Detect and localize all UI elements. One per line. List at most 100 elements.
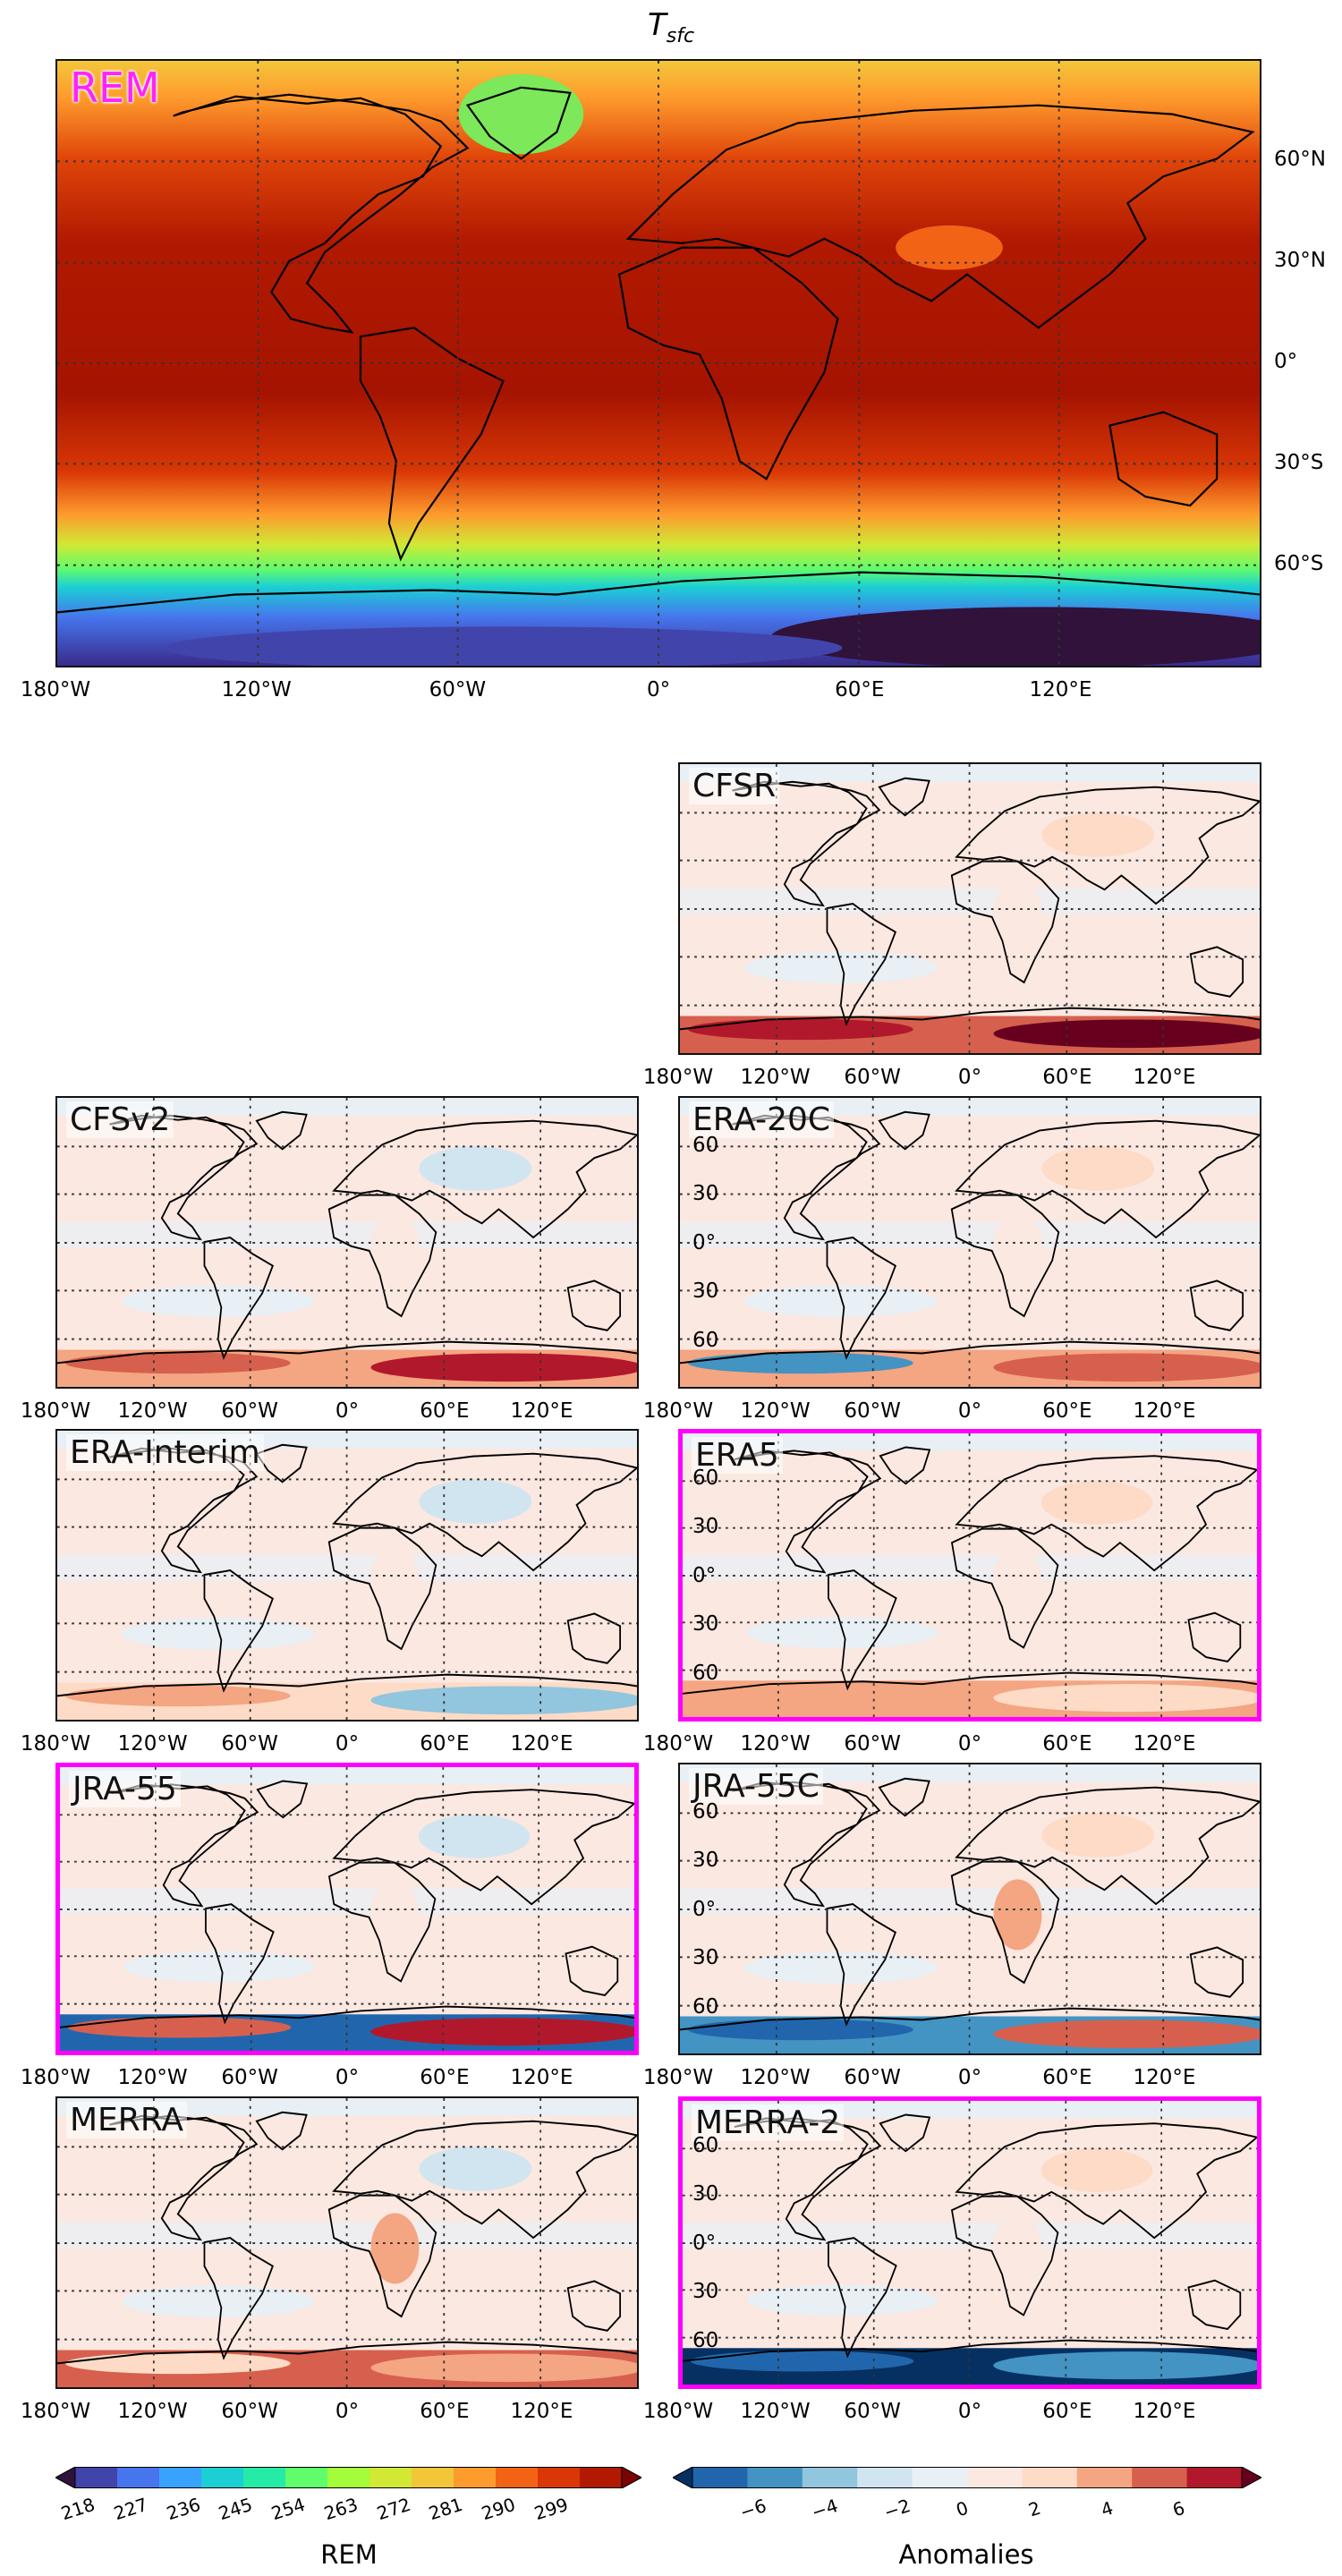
main-lat-tick-label: 30°S — [1274, 451, 1324, 474]
lat-tick-label: 30 — [692, 1612, 719, 1637]
lon-tick-label: 180°W — [20, 1732, 91, 1756]
colorbar-segment — [912, 2467, 968, 2488]
lat-tick-label: 30 — [692, 2280, 719, 2304]
lon-tick-label: 0° — [335, 2066, 360, 2089]
lon-tick-label: 0° — [335, 2400, 360, 2423]
lat-tick-label: 60 — [692, 1799, 719, 1824]
rem-colorbar-tick: 299 — [531, 2493, 571, 2525]
lat-tick-label: 60 — [692, 2329, 719, 2353]
colorbar-segment — [692, 2467, 748, 2488]
panel-jra-55: JRA-55 — [55, 1763, 639, 2055]
anomaly-map-canvas — [60, 1767, 634, 2051]
colorbar-segment — [1076, 2467, 1133, 2488]
anomalies-colorbar-tick: −4 — [809, 2495, 841, 2523]
rem-colorbar-tick: 245 — [216, 2493, 256, 2525]
panel-era-20c: ERA-20C — [678, 1096, 1261, 1389]
anomalies-colorbar-tick: 4 — [1098, 2496, 1116, 2521]
lon-tick-label: 0° — [957, 1399, 982, 1423]
lon-tick-label: 60°E — [420, 2066, 470, 2089]
colorbar-extend-low — [55, 2467, 76, 2488]
anomalies-colorbar-tick: 6 — [1169, 2496, 1188, 2521]
lon-tick-label: 0° — [957, 1066, 982, 1089]
rem-colorbar-tick: 290 — [479, 2493, 518, 2525]
colorbar-segment — [454, 2467, 497, 2488]
panel-cfsr: CFSR — [678, 762, 1261, 1055]
lon-tick-label: 180°W — [20, 2066, 91, 2089]
lat-tick-label: 30 — [692, 1279, 719, 1304]
colorbar-extend-high — [621, 2467, 641, 2488]
anomaly-map-canvas — [683, 2101, 1257, 2385]
main-lon-tick-label: 60°W — [429, 678, 487, 701]
anomalies-colorbar-tick: −2 — [881, 2495, 913, 2523]
panel-label: JRA-55 — [69, 1771, 181, 1808]
lon-tick-label: 0° — [335, 1732, 360, 1756]
lon-tick-label: 180°W — [642, 2400, 714, 2423]
rem-map-panel: REM — [55, 59, 1261, 667]
panel-era5: ERA5 — [678, 1429, 1261, 1722]
rem-colorbar-tick: 236 — [163, 2493, 203, 2525]
colorbar-segment — [159, 2467, 202, 2488]
colorbar-segment — [327, 2467, 370, 2488]
lon-tick-label: 0° — [957, 2400, 982, 2423]
panel-cfsv2: CFSv2 — [55, 1096, 639, 1389]
lon-tick-label: 60°W — [221, 1732, 278, 1756]
colorbar-segment — [967, 2467, 1023, 2488]
rem-panel-label: REM — [70, 64, 160, 112]
anomaly-map-canvas — [57, 1431, 637, 1720]
lat-tick-label: 0° — [692, 1563, 717, 1587]
colorbar-segment — [243, 2467, 286, 2488]
anomalies-colorbar-label: Anomalies — [898, 2539, 1034, 2570]
panel-merra-2: MERRA-2 — [678, 2096, 1261, 2389]
greenland-coast — [465, 86, 572, 160]
lon-tick-label: 60°W — [844, 1399, 901, 1423]
africa-coast — [617, 246, 839, 480]
main-lon-tick-label: 120°W — [221, 678, 292, 701]
main-lon-tick-label: 60°E — [835, 678, 885, 701]
colorbar-segment — [1186, 2467, 1243, 2488]
anomaly-map-canvas — [57, 2098, 637, 2387]
anomalies-colorbar-tick: −6 — [736, 2495, 769, 2523]
lon-tick-label: 120°W — [117, 1399, 188, 1423]
colorbar-segment — [369, 2467, 412, 2488]
lon-tick-label: 120°W — [740, 2066, 811, 2089]
rem-colorbar-label: REM — [320, 2539, 378, 2570]
panel-label: CFSv2 — [66, 1101, 174, 1139]
panel-label: CFSR — [689, 768, 780, 805]
panel-label: JRA-55C — [689, 1768, 823, 1806]
panel-label: ERA5 — [692, 1437, 783, 1475]
antarctic-interior — [770, 607, 1260, 666]
rem-colorbar-tick: 254 — [268, 2493, 308, 2525]
north-america-coast — [173, 93, 470, 334]
lon-tick-label: 120°W — [117, 2400, 188, 2423]
anomalies-colorbar-tick: 2 — [1025, 2496, 1043, 2521]
lon-tick-label: 120°W — [117, 2066, 188, 2089]
colorbar-segment — [1022, 2467, 1078, 2488]
lon-tick-label: 60°E — [420, 2400, 470, 2423]
lat-tick-label: 60 — [692, 1466, 719, 1490]
lat-tick-label: 60 — [692, 1133, 719, 1157]
colorbar-segment — [412, 2467, 454, 2488]
rem-colorbar-tick: 272 — [373, 2493, 413, 2525]
lat-tick-label: 60 — [692, 1329, 719, 1353]
colorbar-segment — [747, 2467, 803, 2488]
colorbar-svg — [673, 2467, 1261, 2488]
colorbar-segment — [580, 2467, 623, 2488]
lon-tick-label: 60°E — [1042, 1066, 1092, 1089]
lat-tick-label: 0° — [692, 1230, 717, 1254]
lon-tick-label: 120°E — [1133, 1732, 1196, 1756]
rem-map-canvas — [57, 61, 1260, 666]
lon-tick-label: 120°E — [1133, 2400, 1196, 2423]
colorbar-segment — [285, 2467, 328, 2488]
lon-tick-label: 60°E — [1042, 2066, 1092, 2089]
greenland-cold-region — [458, 73, 584, 155]
lon-tick-label: 120°W — [740, 2400, 811, 2423]
colorbar-extend-low — [673, 2467, 693, 2488]
lon-tick-label: 120°W — [740, 1732, 811, 1756]
colorbar-segment — [496, 2467, 539, 2488]
main-lat-tick-label: 30°N — [1274, 249, 1326, 272]
australia-coast — [1108, 411, 1219, 507]
anomalies-colorbar — [673, 2467, 1261, 2488]
rem-colorbar — [55, 2467, 641, 2488]
lon-tick-label: 180°W — [642, 2066, 714, 2089]
lat-tick-label: 60 — [692, 2133, 719, 2157]
